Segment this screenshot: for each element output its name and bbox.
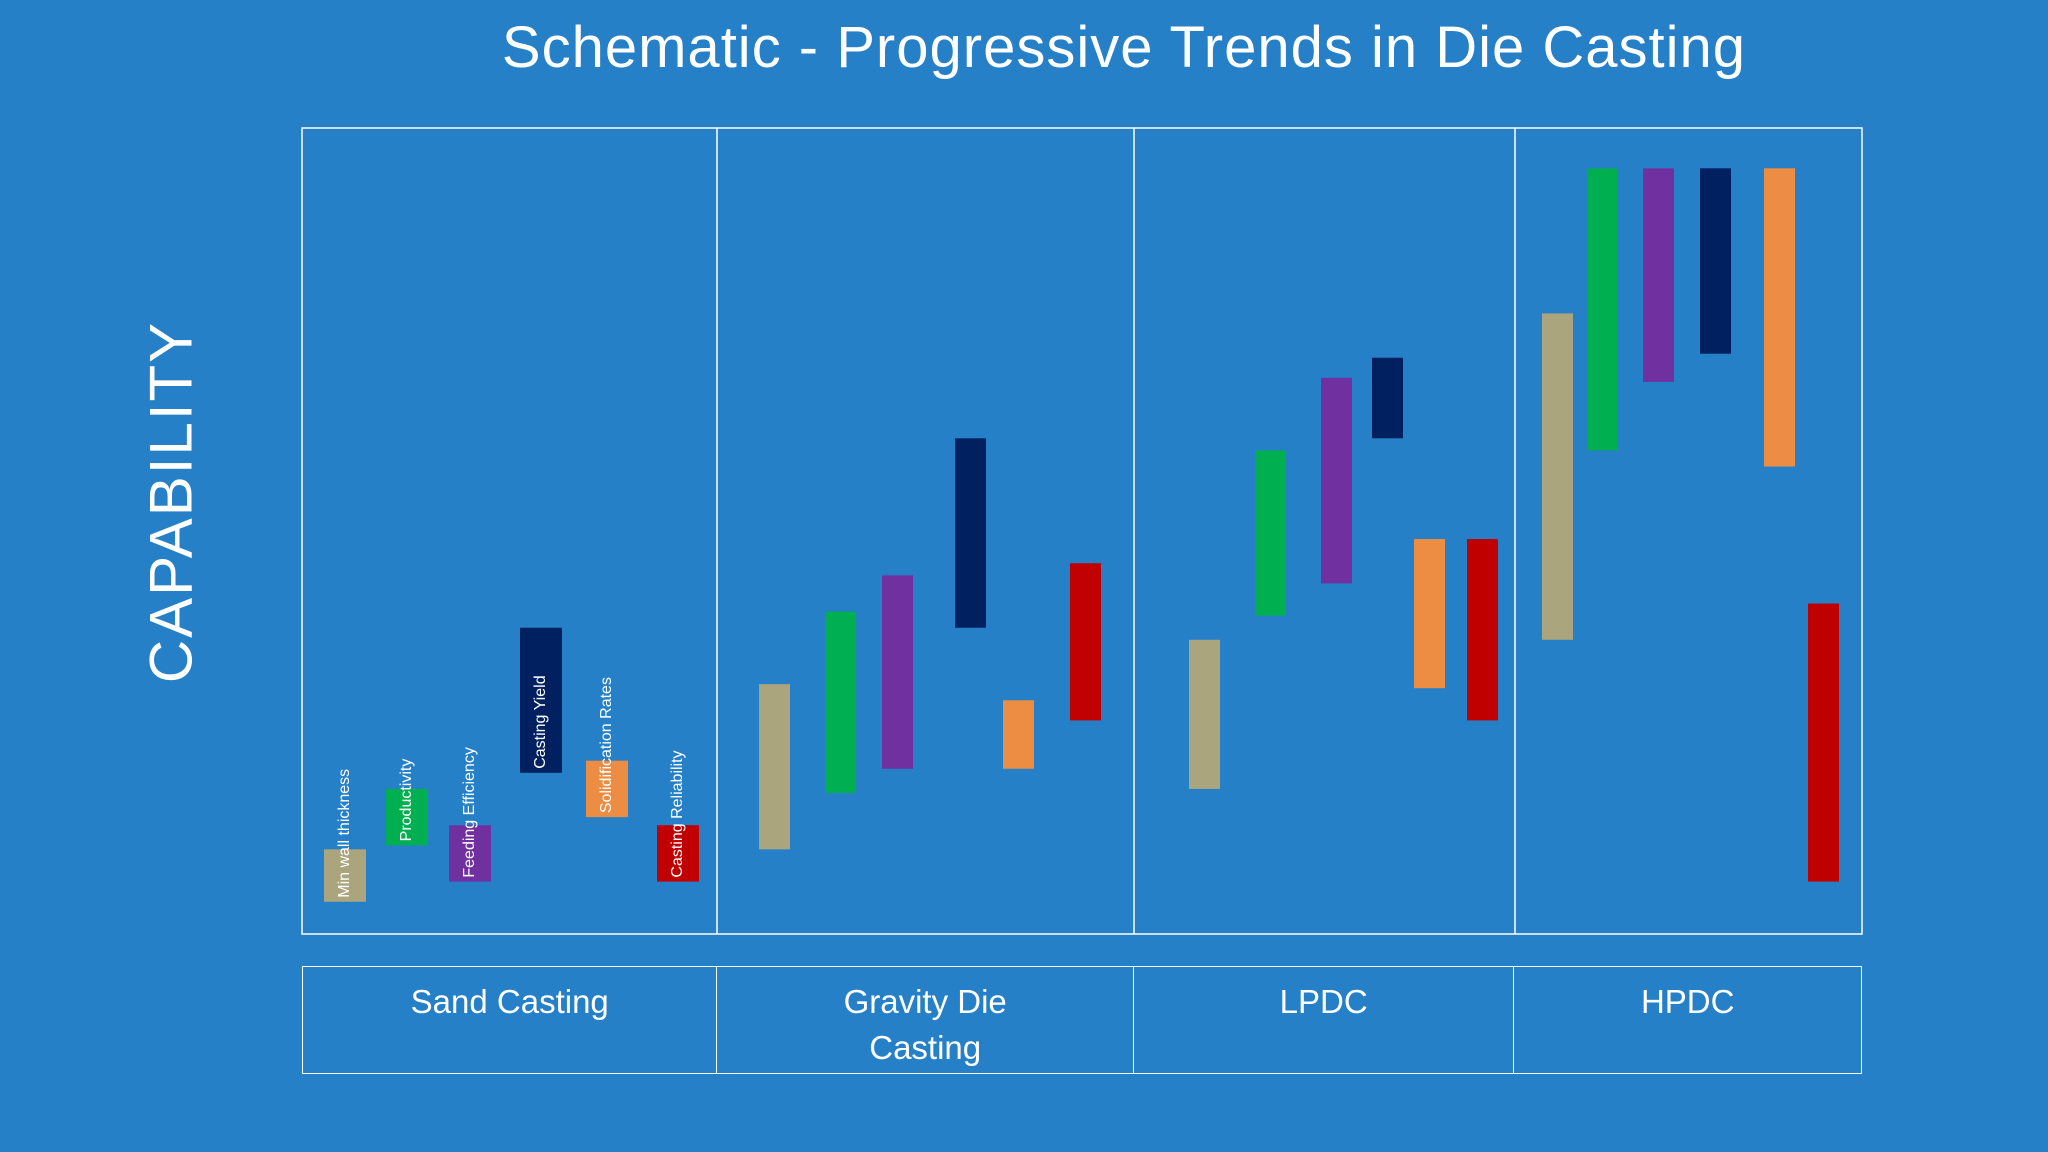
series-label: Min wall thickness <box>336 769 353 898</box>
bar-casting-reliability-sand-casting <box>657 825 699 882</box>
bar-casting-yield-gravity-die-casting <box>955 438 986 628</box>
bar-productivity-sand-casting <box>386 788 428 846</box>
bar-casting-reliability-gravity-die-casting <box>1070 563 1101 721</box>
category-label-line: LPDC <box>1279 983 1368 1020</box>
series-label: Casting Yield <box>532 675 549 768</box>
bar-min-wall-thickness-gravity-die-casting <box>759 684 790 850</box>
chart-title: Schematic - Progressive Trends in Die Ca… <box>501 15 1747 80</box>
bar-solidification-rates-sand-casting <box>586 760 628 818</box>
category-label: Gravity Die Casting <box>717 967 1134 1073</box>
category-label-line: Sand Casting <box>410 983 609 1020</box>
bar-solidification-rates-gravity-die-casting <box>1003 700 1034 769</box>
series-label: Feeding Efficiency <box>461 747 478 877</box>
bar-solidification-rates-lpdc <box>1414 539 1445 689</box>
bar-productivity-gravity-die-casting <box>825 611 856 793</box>
bar-casting-yield-sand-casting <box>520 627 562 773</box>
bar-solidification-rates-hpdc <box>1764 168 1795 467</box>
category-label: LPDC <box>1134 967 1515 1073</box>
bar-casting-yield-lpdc <box>1372 357 1403 439</box>
bar-casting-yield-hpdc <box>1700 168 1731 354</box>
category-label: Sand Casting <box>303 967 718 1073</box>
series-label: Casting Reliability <box>669 750 686 877</box>
bar-min-wall-thickness-lpdc <box>1189 639 1220 789</box>
category-label: HPDC <box>1514 967 1861 1073</box>
bar-feeding-efficiency-gravity-die-casting <box>882 575 913 769</box>
bar-productivity-lpdc <box>1255 450 1286 616</box>
plot-frame <box>301 127 1863 935</box>
category-label-row: Sand Casting Gravity Die Casting LPDC HPDC <box>302 966 1862 1074</box>
bar-productivity-hpdc <box>1587 168 1618 451</box>
bar-feeding-efficiency-lpdc <box>1321 377 1352 584</box>
bar-casting-reliability-lpdc <box>1467 539 1498 721</box>
category-label-line: Gravity Die <box>843 983 1007 1020</box>
bar-feeding-efficiency-hpdc <box>1643 168 1674 382</box>
category-label-line: Casting <box>869 1029 982 1066</box>
bar-min-wall-thickness-hpdc <box>1542 313 1573 640</box>
bar-feeding-efficiency-sand-casting <box>449 825 491 882</box>
series-label: Productivity <box>398 759 415 842</box>
bar-min-wall-thickness-sand-casting <box>324 849 366 902</box>
category-label-line: HPDC <box>1640 983 1735 1020</box>
series-label: Solidification Rates <box>598 677 615 813</box>
bar-casting-reliability-hpdc <box>1808 603 1839 882</box>
